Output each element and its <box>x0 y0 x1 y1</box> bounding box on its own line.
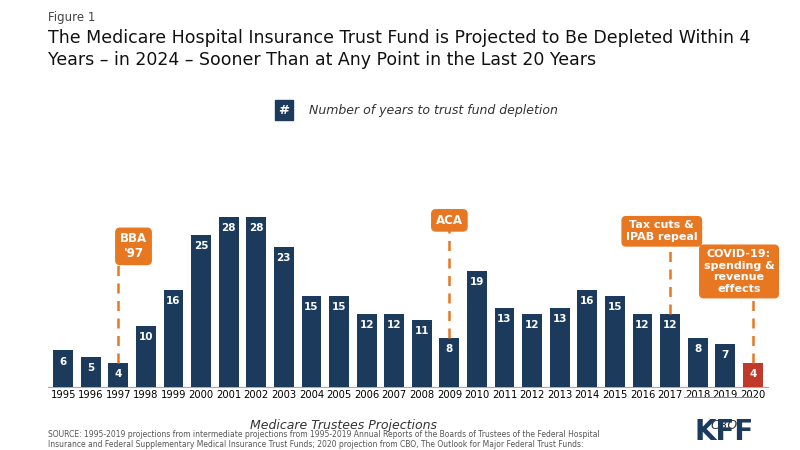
Text: 4: 4 <box>114 369 122 379</box>
Bar <box>302 296 322 387</box>
Bar <box>274 247 294 387</box>
Text: 15: 15 <box>608 302 622 312</box>
Text: 23: 23 <box>277 253 291 263</box>
Bar <box>384 314 404 387</box>
Text: 12: 12 <box>635 320 650 330</box>
Bar <box>522 314 542 387</box>
Bar <box>550 308 570 387</box>
Text: Figure 1: Figure 1 <box>48 11 95 24</box>
Text: 28: 28 <box>222 223 236 233</box>
Bar <box>660 314 680 387</box>
Bar <box>109 363 128 387</box>
Text: 28: 28 <box>249 223 263 233</box>
Text: BBA
'97: BBA '97 <box>120 232 147 261</box>
Text: Medicare Trustees Projections: Medicare Trustees Projections <box>250 419 438 432</box>
Bar <box>191 235 211 387</box>
Bar <box>329 296 349 387</box>
Text: 11: 11 <box>414 326 429 336</box>
Bar <box>605 296 625 387</box>
Text: 5: 5 <box>87 363 94 373</box>
Text: 8: 8 <box>446 344 453 355</box>
Bar <box>246 216 266 387</box>
Text: 16: 16 <box>166 296 181 306</box>
Text: COVID-19:
spending &
revenue
effects: COVID-19: spending & revenue effects <box>704 249 774 294</box>
Text: KFF: KFF <box>694 418 754 446</box>
Bar <box>633 314 653 387</box>
Text: 12: 12 <box>525 320 539 330</box>
Bar <box>439 338 459 387</box>
Bar <box>715 344 735 387</box>
Text: 19: 19 <box>470 277 484 288</box>
Text: Tax cuts &
IPAB repeal: Tax cuts & IPAB repeal <box>626 220 698 242</box>
Bar <box>357 314 377 387</box>
Text: 7: 7 <box>722 351 729 360</box>
Bar <box>412 320 432 387</box>
Bar <box>136 326 156 387</box>
Bar <box>578 290 598 387</box>
Text: #: # <box>278 104 290 117</box>
Bar <box>163 290 183 387</box>
Text: 15: 15 <box>332 302 346 312</box>
Bar <box>743 363 762 387</box>
Bar <box>467 271 487 387</box>
Text: 12: 12 <box>387 320 402 330</box>
Text: 13: 13 <box>553 314 567 324</box>
Text: 16: 16 <box>580 296 594 306</box>
Text: SOURCE: 1995-2019 projections from intermediate projections from 1995-2019 Annua: SOURCE: 1995-2019 projections from inter… <box>48 430 600 450</box>
Bar <box>494 308 514 387</box>
Bar <box>54 351 73 387</box>
Text: CBO: CBO <box>710 419 738 432</box>
Text: 6: 6 <box>59 356 66 367</box>
Text: 4: 4 <box>749 369 757 379</box>
Text: 8: 8 <box>694 344 702 355</box>
Text: 12: 12 <box>663 320 678 330</box>
Text: ACA: ACA <box>436 214 463 227</box>
Text: 10: 10 <box>138 332 153 342</box>
Bar <box>218 216 238 387</box>
Text: 15: 15 <box>304 302 318 312</box>
Bar <box>81 356 101 387</box>
Text: 12: 12 <box>359 320 374 330</box>
Text: The Medicare Hospital Insurance Trust Fund is Projected to Be Depleted Within 4
: The Medicare Hospital Insurance Trust Fu… <box>48 29 750 69</box>
Text: 25: 25 <box>194 241 208 251</box>
Text: Number of years to trust fund depletion: Number of years to trust fund depletion <box>301 104 558 117</box>
Bar <box>688 338 707 387</box>
Text: 13: 13 <box>498 314 512 324</box>
